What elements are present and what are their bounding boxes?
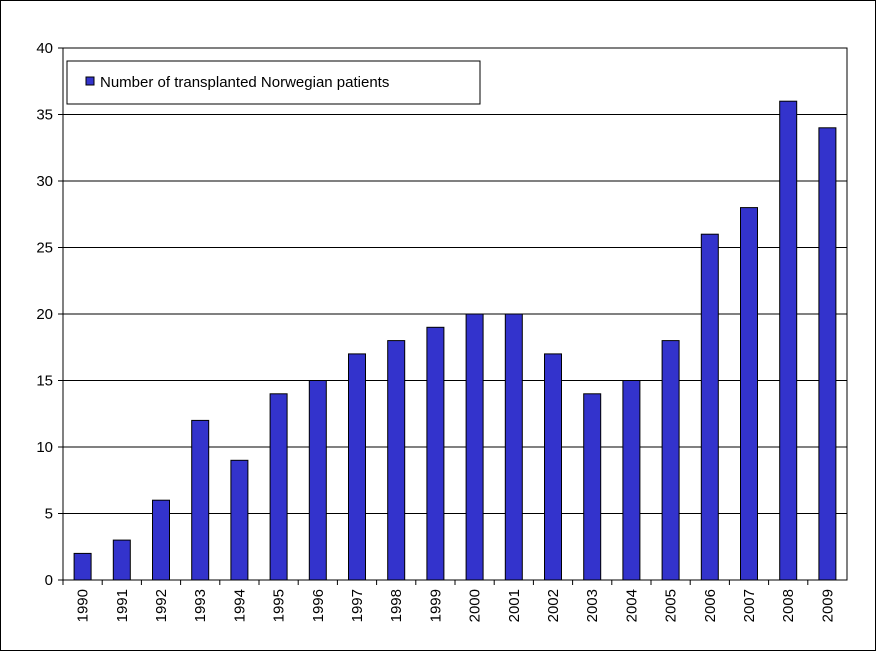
y-tick-label: 30 (36, 173, 53, 190)
y-tick-label: 20 (36, 306, 53, 323)
x-tick-label: 2002 (545, 589, 562, 622)
y-tick-label: 15 (36, 373, 53, 390)
bar (583, 393, 602, 581)
bar (661, 340, 680, 581)
bar (73, 552, 92, 581)
bar (740, 207, 758, 581)
bar (465, 313, 484, 581)
y-tick-label: 10 (36, 439, 53, 456)
x-tick-label: 2007 (741, 589, 758, 622)
bar (152, 499, 170, 581)
x-tick-label: 2009 (819, 589, 836, 622)
bar (544, 353, 562, 581)
y-tick-label: 35 (36, 107, 53, 124)
bar (779, 100, 798, 581)
x-tick-label: 1991 (114, 589, 131, 622)
bar (191, 419, 210, 581)
bar (308, 380, 327, 581)
y-tick-label: 0 (45, 572, 53, 589)
bar (622, 380, 641, 581)
y-tick-label: 40 (36, 40, 53, 57)
x-tick-label: 1994 (231, 589, 248, 622)
x-tick-label: 2006 (702, 589, 719, 622)
x-tick-label: 1997 (349, 589, 366, 622)
bar (348, 353, 366, 581)
x-tick-label: 2008 (780, 589, 797, 622)
x-tick-label: 1993 (192, 589, 209, 622)
bar (700, 233, 719, 581)
x-tick-label: 2003 (584, 589, 601, 622)
bar (818, 127, 837, 581)
legend: Number of transplanted Norwegian patient… (66, 60, 481, 105)
legend-label: Number of transplanted Norwegian patient… (100, 74, 389, 91)
x-tick-label: 2005 (663, 589, 680, 622)
x-tick-label: 1990 (75, 589, 92, 622)
bar (504, 313, 523, 581)
bar (112, 539, 131, 581)
x-tick-label: 1999 (427, 589, 444, 622)
x-tick-label: 2004 (623, 589, 640, 622)
bar (426, 326, 445, 581)
bar (387, 340, 406, 581)
y-tick-label: 5 (45, 506, 53, 523)
x-tick-label: 1996 (310, 589, 327, 622)
x-tick-label: 2001 (506, 589, 523, 622)
x-tick-label: 1998 (388, 589, 405, 622)
bar (230, 459, 249, 581)
x-tick-label: 1992 (153, 589, 170, 622)
x-tick-label: 1995 (271, 589, 288, 622)
legend-swatch (85, 76, 95, 86)
bar (269, 393, 288, 581)
legend-box (66, 60, 481, 105)
x-tick-label: 2000 (467, 589, 484, 622)
y-tick-label: 25 (36, 240, 53, 257)
